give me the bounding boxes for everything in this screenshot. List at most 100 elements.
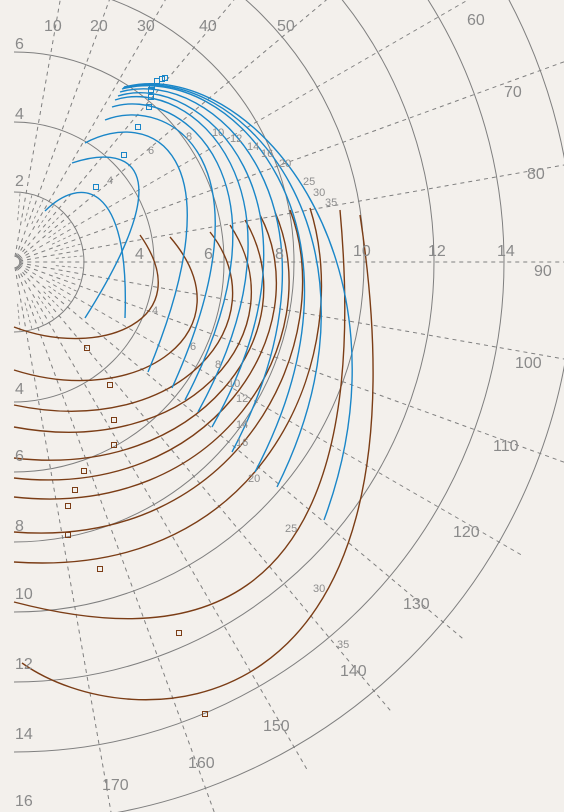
angle-label-40: 40	[199, 18, 217, 35]
radial-grid-circles	[13, 0, 564, 812]
radial-label-axis-12: 12	[428, 243, 446, 260]
grid-circle-2	[13, 191, 85, 333]
brown-curve-35	[21, 214, 374, 701]
brown-curve-14	[13, 214, 277, 481]
angle-label-50: 50	[277, 18, 295, 35]
brown-curve-12	[13, 219, 265, 461]
brown-curve-20	[13, 209, 304, 534]
angular-grid-rays	[14, 0, 564, 812]
brown-curve-series	[13, 207, 374, 717]
radial-label-lower-14: 14	[15, 726, 33, 743]
blue-curve-35	[123, 83, 353, 521]
grid-ray-minor	[17, 192, 21, 221]
brown-curve-8	[13, 231, 234, 412]
blue-curve-12	[111, 103, 234, 401]
blue-marker-35	[162, 75, 168, 81]
grid-ray-minor	[31, 299, 44, 326]
grid-ray-minor	[55, 255, 84, 259]
angle-label-80: 80	[527, 166, 545, 183]
grid-ray-10	[14, 0, 61, 257]
grid-ray-80	[19, 164, 564, 262]
blue-curve-14	[114, 95, 249, 413]
brown-marker-35	[202, 711, 208, 717]
radial-label-lower-8: 8	[15, 518, 24, 535]
grid-ray-50	[17, 0, 328, 260]
angle-label-20: 20	[90, 18, 108, 35]
brown-curve-label-35: 35	[337, 639, 349, 651]
radial-label-axis-4: 4	[135, 246, 144, 263]
grid-ray-140	[16, 265, 393, 713]
grid-ray-minor	[43, 291, 64, 312]
radial-label-axis-10: 10	[353, 243, 371, 260]
brown-marker-30	[176, 630, 182, 636]
grid-ray-70	[18, 61, 564, 261]
grid-ray-30	[16, 0, 166, 258]
brown-curve-16	[13, 211, 290, 500]
blue-curve-label-35: 35	[325, 197, 337, 209]
angle-label-10: 10	[44, 18, 62, 35]
blue-marker-4	[93, 184, 99, 190]
grid-ray-minor	[54, 272, 82, 281]
blue-curve-30	[122, 84, 322, 488]
grid-ray-110	[18, 263, 564, 463]
grid-ray-160	[15, 266, 215, 812]
radial-label-lower-4: 4	[15, 381, 24, 398]
brown-curve-label-4: 4	[152, 305, 158, 317]
radial-label-axis-6: 6	[204, 246, 213, 263]
blue-curve-6	[71, 156, 140, 319]
blue-curve-label-4: 4	[107, 175, 113, 187]
brown-marker-12	[81, 468, 87, 474]
angle-label-120: 120	[453, 524, 480, 541]
brown-marker-4	[84, 345, 90, 351]
grid-ray-minor	[51, 279, 78, 292]
blue-curve-label-6: 6	[148, 145, 154, 157]
grid-ray-minor	[54, 243, 82, 252]
blue-curve-8	[84, 131, 188, 373]
radial-label-lower-10: 10	[15, 586, 33, 603]
angle-label-170: 170	[102, 777, 129, 794]
angle-label-150: 150	[263, 718, 290, 735]
grid-ray-170	[14, 267, 112, 812]
angle-label-140: 140	[340, 663, 367, 680]
brown-curve-label-25: 25	[285, 523, 297, 535]
radial-label-upper-4: 4	[15, 106, 24, 123]
brown-marker-8	[111, 417, 117, 423]
angle-label-160: 160	[188, 755, 215, 772]
blue-curve-4	[44, 191, 127, 319]
blue-curve-10	[104, 114, 216, 389]
grid-ray-150	[16, 266, 309, 772]
brown-curve-6	[13, 236, 198, 382]
brown-curve-label-10: 10	[228, 378, 240, 390]
angle-label-60: 60	[467, 12, 485, 29]
grid-circle-16	[116, 0, 564, 812]
brown-marker-20	[65, 532, 71, 538]
grid-ray-120	[18, 264, 524, 557]
grid-ray-100	[19, 262, 564, 360]
grid-ray-minor	[43, 212, 64, 233]
blue-curve-25	[121, 85, 306, 473]
radial-label-upper-2: 2	[15, 173, 24, 190]
grid-ray-minor	[37, 296, 55, 320]
radial-label-lower-6: 6	[15, 448, 24, 465]
brown-marker-25	[97, 566, 103, 572]
brown-curve-30	[13, 209, 346, 620]
blue-curve-label-25: 25	[303, 176, 315, 188]
grid-ray-20	[15, 0, 110, 258]
blue-curve-series	[44, 75, 353, 521]
blue-curve-label-12: 12	[230, 133, 242, 145]
grid-ray-minor	[31, 198, 44, 225]
brown-marker-6	[107, 382, 113, 388]
radial-label-upper-6: 6	[15, 36, 24, 53]
blue-curve-16	[117, 92, 265, 428]
grid-ray-minor	[48, 221, 72, 239]
brown-curve-label-6: 6	[190, 341, 196, 353]
angle-tick-labels: 10 20 30 40 50 60 70 80 90 100 110 120 130 140 150 160 1…	[44, 12, 552, 794]
grid-ray-minor	[48, 285, 72, 303]
brown-curve-label-14: 14	[236, 419, 248, 431]
blue-marker-20	[154, 78, 160, 84]
blue-curve-label-10: 10	[212, 127, 224, 139]
brown-curve-label-8: 8	[215, 359, 221, 371]
angle-label-100: 100	[515, 355, 542, 372]
